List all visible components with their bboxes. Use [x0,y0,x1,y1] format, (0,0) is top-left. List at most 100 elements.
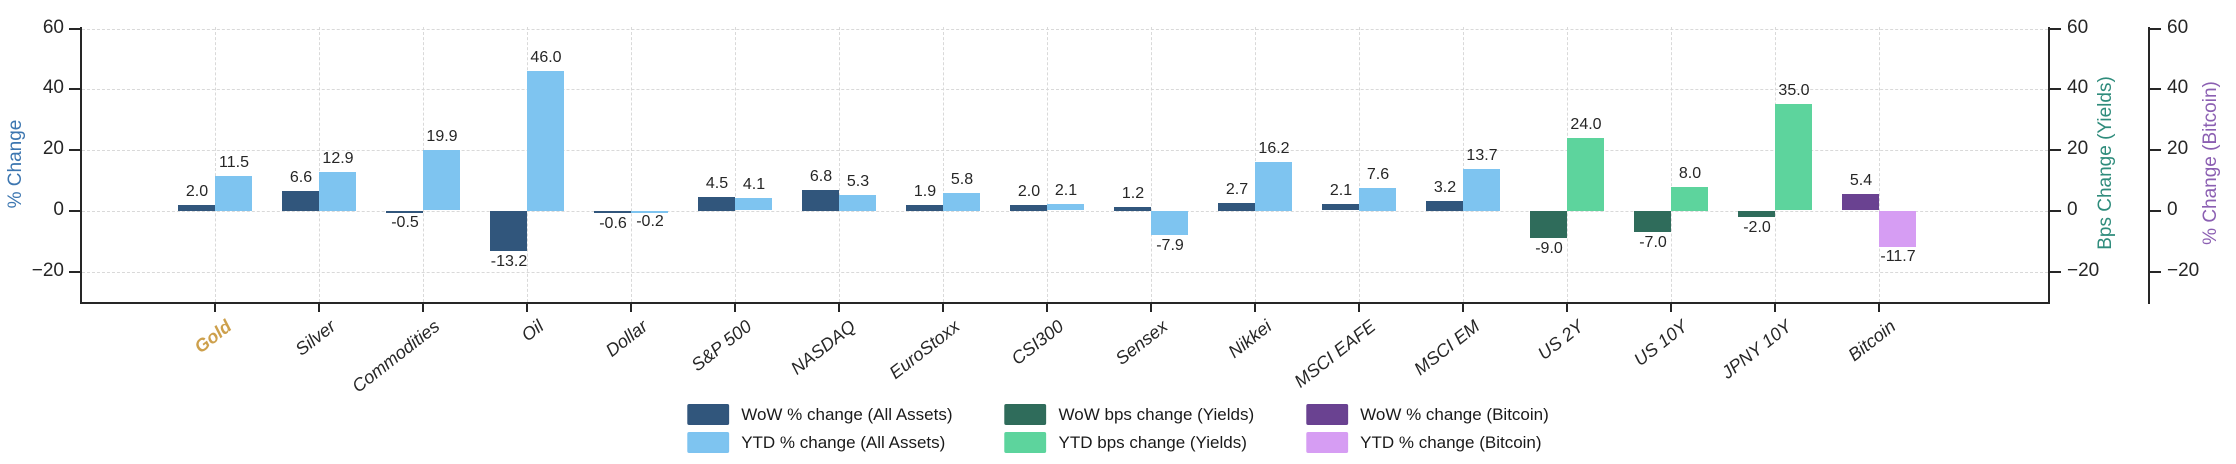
y-tick-left [69,88,80,90]
x-tick [1254,304,1256,312]
value-label-wow-gold: 2.0 [185,183,209,200]
x-tick [318,304,320,312]
bar-wow-commodities [386,211,423,213]
chart-legend: WoW % change (All Assets) YTD % change (A… [687,404,1549,453]
bar-wow-gold [178,205,215,211]
x-label-silver: Silver [291,316,340,360]
value-label-ytd-sensex: -7.9 [1156,237,1184,254]
value-label-ytd-eurostoxx: 5.8 [950,171,974,188]
y-tick-left [69,210,80,212]
y-tick-left [69,271,80,273]
value-label-wow-silver: 6.6 [289,169,313,186]
x-label-gold: Gold [190,316,236,358]
bar-wow-bitcoin [1842,194,1879,210]
legend-swatch-icon [1004,404,1047,425]
value-label-wow-dollar: -0.6 [599,215,627,232]
y-axis-label-percent-change-bitcoin: % Change (Bitcoin) [2200,81,2221,245]
y-tick-label-bitcoin: 0 [2167,199,2178,220]
bar-ytd-us-2y [1567,138,1604,211]
bar-ytd-s-p-500 [735,198,772,210]
y-tick-label-yields: 0 [2067,199,2078,220]
bar-wow-s-p-500 [698,197,735,211]
legend-label: YTD bps change (Yields) [1058,432,1247,452]
legend-entry-ytd-change-bitcoin-: YTD % change (Bitcoin) [1306,432,1549,453]
y-tick-label-bitcoin: 40 [2167,77,2189,98]
legend-swatch-icon [1306,404,1349,425]
value-label-wow-oil: -13.2 [490,253,528,270]
bar-ytd-oil [527,71,564,211]
x-label-msci-em: MSCI EM [1410,316,1484,380]
right-spine-bitcoin [2148,27,2150,304]
y-tick-bitcoin [2150,271,2161,273]
x-tick [214,304,216,312]
bar-ytd-commodities [423,150,460,210]
v-gridline [1047,27,1048,302]
value-label-wow-eurostoxx: 1.9 [913,183,937,200]
value-label-wow-jpny-10y: -2.0 [1743,219,1771,236]
x-tick [1358,304,1360,312]
value-label-ytd-jpny-10y: 35.0 [1778,82,1810,99]
bar-ytd-bitcoin [1879,211,1916,247]
x-tick [630,304,632,312]
value-label-ytd-s-p-500: 4.1 [742,176,766,193]
y-tick-label-left: 60 [42,17,64,38]
y-tick-label-bitcoin: 20 [2167,138,2189,159]
bar-ytd-msci-eafe [1359,188,1396,211]
value-label-wow-commodities: -0.5 [391,214,419,231]
left-spine [80,27,82,304]
x-tick [1046,304,1048,312]
y-tick-yields [2050,149,2061,151]
x-tick [1150,304,1152,312]
value-label-wow-nikkei: 2.7 [1225,181,1249,198]
bar-ytd-dollar [631,211,668,213]
value-label-ytd-commodities: 19.9 [426,128,458,145]
legend-entry-wow-change-all-assets-: WoW % change (All Assets) [687,404,953,425]
y-tick-yields [2050,88,2061,90]
v-gridline [1879,27,1880,302]
value-label-wow-nasdaq: 6.8 [809,168,833,185]
x-label-nikkei: Nikkei [1224,316,1276,362]
bar-ytd-us-10y [1671,187,1708,211]
v-gridline [1151,27,1152,302]
h-gridline [82,211,2048,212]
value-label-ytd-oil: 46.0 [530,49,562,66]
value-label-ytd-csi300: 2.1 [1054,182,1078,199]
y-tick-label-left: 0 [53,199,64,220]
x-label-sensex: Sensex [1111,316,1172,369]
v-gridline [215,27,216,302]
y-tick-left [69,28,80,30]
value-label-ytd-gold: 11.5 [219,154,249,171]
legend-label: WoW bps change (Yields) [1058,404,1255,424]
x-tick [1878,304,1880,312]
bar-wow-us-10y [1634,211,1671,232]
value-label-ytd-nasdaq: 5.3 [846,173,870,190]
v-gridline [1671,27,1672,302]
bar-ytd-nikkei [1255,162,1292,211]
value-label-wow-msci-eafe: 2.1 [1329,182,1353,199]
y-axis-label-percent-change: % Change [5,119,26,209]
value-label-ytd-silver: 12.9 [322,150,354,167]
v-gridline [735,27,736,302]
legend-entry-wow-bps-change-yields-: WoW bps change (Yields) [1004,404,1255,425]
bar-wow-eurostoxx [906,205,943,211]
value-label-wow-us-10y: -7.0 [1639,234,1667,251]
v-gridline [1463,27,1464,302]
v-gridline [1359,27,1360,302]
h-gridline [82,272,2048,273]
value-label-ytd-bitcoin: -11.7 [1880,248,1916,265]
value-label-ytd-msci-em: 13.7 [1466,147,1498,164]
x-tick [1566,304,1568,312]
legend-entry-ytd-bps-change-yields-: YTD bps change (Yields) [1004,432,1255,453]
h-gridline [82,89,2048,90]
value-label-wow-msci-em: 3.2 [1433,179,1457,196]
x-label-nasdaq: NASDAQ [787,316,860,379]
bar-ytd-gold [215,176,252,211]
x-label-eurostoxx: EuroStoxx [885,316,964,383]
bar-wow-silver [282,191,319,211]
x-label-s-p-500: S&P 500 [687,316,756,376]
y-tick-label-yields: 20 [2067,138,2089,159]
x-tick [942,304,944,312]
y-tick-label-yields: 40 [2067,77,2089,98]
x-label-csi300: CSI300 [1007,316,1068,369]
